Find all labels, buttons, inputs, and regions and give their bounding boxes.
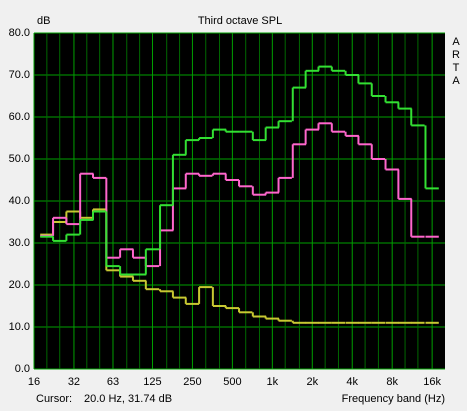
x-tick-label: 500 [223,376,241,388]
cursor-value: 20.0 Hz, 31.74 dB [84,393,172,405]
x-axis-label: Frequency band (Hz) [342,393,445,405]
y-tick-label: 50.0 [9,153,30,165]
y-tick-label: 40.0 [9,195,30,207]
y-tick-label: 60.0 [9,111,30,123]
y-tick-label: 30.0 [9,237,30,249]
x-tick-label: 125 [143,376,161,388]
y-tick-label: 20.0 [9,279,30,291]
x-tick-label: 32 [68,376,80,388]
y-axis-label: dB [37,15,50,27]
cursor-label: Cursor: [36,393,72,405]
y-tick-label: 10.0 [9,321,30,333]
y-tick-label: 70.0 [9,69,30,81]
chart-title: Third octave SPL [198,15,282,27]
x-tick-label: 2k [306,376,318,388]
x-tick-label: 250 [183,376,201,388]
x-tick-label: 16 [28,376,40,388]
x-tick-label: 63 [107,376,119,388]
watermark: ARTA [450,36,462,88]
y-tick-label: 0.0 [15,363,30,375]
x-tick-label: 16k [423,376,441,388]
x-tick-label: 4k [346,376,358,388]
x-tick-label: 1k [267,376,279,388]
y-tick-label: 80.0 [9,27,30,39]
x-tick-label: 8k [386,376,398,388]
